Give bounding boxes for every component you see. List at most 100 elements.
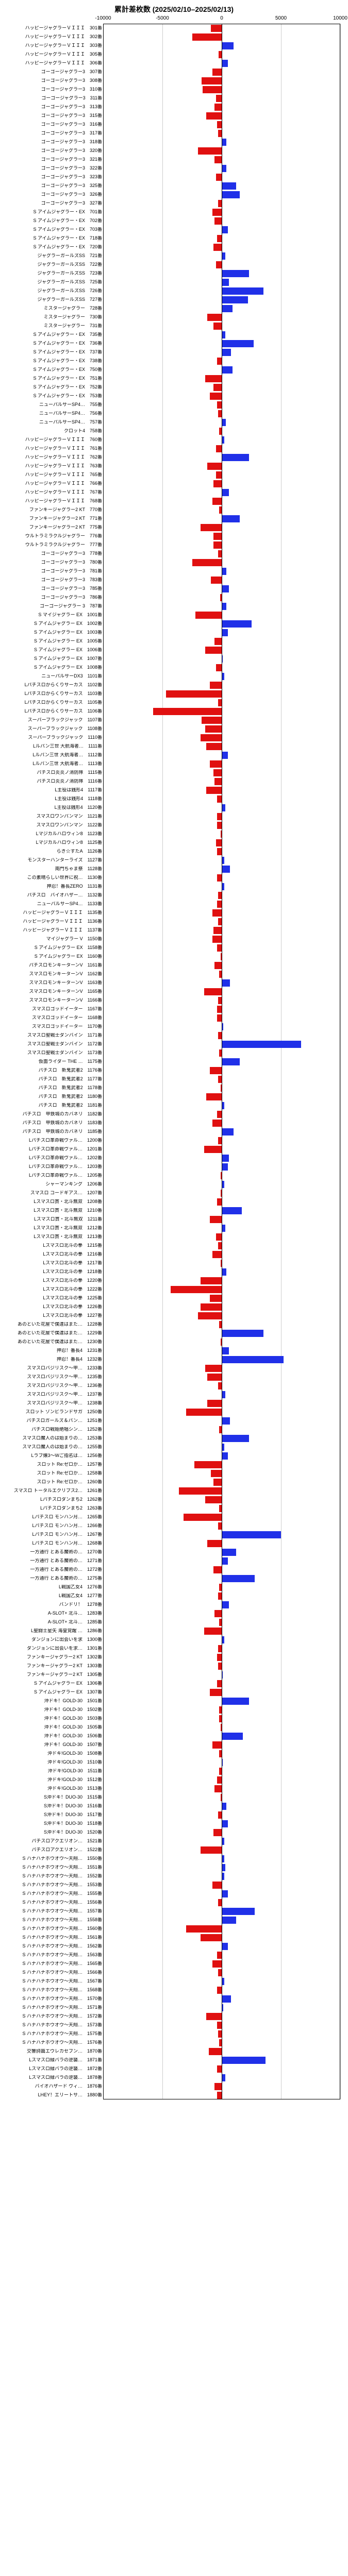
row-label: ゴーゴージャグラー3 316番 xyxy=(1,122,102,127)
row-label: ゴーゴージャグラー3 326番 xyxy=(1,192,102,197)
bar xyxy=(198,147,222,155)
row-label: 一方通行 とある魔術の… 1271番 xyxy=(1,1558,102,1563)
bar xyxy=(217,401,222,409)
bar xyxy=(222,1452,228,1460)
row-label: Lスマスロ北斗の拳 1225番 xyxy=(1,1296,102,1300)
bar xyxy=(213,1479,222,1486)
bar xyxy=(184,1514,222,1521)
row-label: 押忍！番長4 1231番 xyxy=(1,1348,102,1353)
bar xyxy=(217,795,222,803)
bar xyxy=(222,182,236,190)
bar xyxy=(222,226,228,233)
row-label: ハッピージャグラーＶＩＩＩ 1137番 xyxy=(1,928,102,933)
row-label: スマスロバジリスク～甲… 1237番 xyxy=(1,1392,102,1397)
row-label: S アイムジャグラー・EX 702番 xyxy=(1,218,102,223)
row-label: スマスロワンパンマン 1121番 xyxy=(1,814,102,819)
bar xyxy=(222,752,228,759)
bar xyxy=(216,445,222,452)
bar xyxy=(218,1522,222,1530)
row-label: スマスロモンキーターンV 1165番 xyxy=(1,989,102,994)
row-label: ハッピージャグラーＶＩＩＩ 760番 xyxy=(1,437,102,442)
bar xyxy=(222,454,249,461)
row-label: ハッピージャグラーＶＩＩＩ 768番 xyxy=(1,499,102,503)
row-label: スマスロバジリスク～甲… 1238番 xyxy=(1,1401,102,1405)
x-tick-label: -5000 xyxy=(156,15,169,21)
row-label: S ハナハナホウオウ～天翔… 1575番 xyxy=(1,2031,102,2036)
row-label: スマスロ聖戦士ダンバイン 1173番 xyxy=(1,1050,102,1055)
row-label: ハッピージャグラーＶＩＩＩ 306番 xyxy=(1,61,102,65)
bar xyxy=(222,340,254,347)
bar xyxy=(207,1400,222,1407)
row-label: S アイムジャグラー・EX 736番 xyxy=(1,341,102,346)
row-label: S沖ドキ！DUO-30 1518番 xyxy=(1,1821,102,1826)
row-label: Lルパン三世 大航海者… 1111番 xyxy=(1,744,102,749)
bar xyxy=(213,1829,222,1836)
bar xyxy=(213,323,222,330)
row-label: パチスロ炎炎ノ消防隊 1116番 xyxy=(1,779,102,784)
row-label: スマスロゴッドイーター 1170番 xyxy=(1,1024,102,1029)
row-label: ハッピージャグラーＶＩＩＩ 1136番 xyxy=(1,919,102,924)
row-label: ウルトラミラクルジャグラー 776番 xyxy=(1,534,102,538)
row-label: Lパチスロ モンハン月… 1265番 xyxy=(1,1515,102,1519)
bar xyxy=(202,77,222,84)
row-label: ハッピージャグラーＶＩＩＩ 762番 xyxy=(1,455,102,460)
plot-area: ハッピージャグラーＶＩＩＩ 301番ハッピージャグラーＶＩＩＩ 302番ハッピー… xyxy=(103,24,340,2099)
bar xyxy=(222,568,226,575)
x-axis-labels: -10000-50000500010000 xyxy=(103,15,340,24)
row-label: 沖ドキ!GOLD-30 1510番 xyxy=(1,1760,102,1765)
bar xyxy=(204,1146,222,1153)
row-label: 沖ドキ！GOLD-30 1505番 xyxy=(1,1725,102,1730)
bar xyxy=(222,1943,228,1950)
row-label: ニューパルサーSP4… 755番 xyxy=(1,402,102,407)
row-label: Lスマスロ貫・北斗無双 1210番 xyxy=(1,1208,102,1213)
bar xyxy=(201,1303,222,1311)
bar xyxy=(216,261,222,268)
row-label: ゴーゴージャグラー3 780番 xyxy=(1,560,102,565)
bar xyxy=(222,1995,231,2003)
row-label: S ハナハナホウオウ～天翔… 1550番 xyxy=(1,1856,102,1861)
bar xyxy=(222,296,248,303)
bar xyxy=(214,1785,222,1792)
bar xyxy=(217,944,222,952)
bar xyxy=(217,1006,222,1013)
row-label: Lマジカルハロウィン8 1123番 xyxy=(1,832,102,836)
bar xyxy=(222,866,230,873)
row-label: モンスターハンターライズ 1127番 xyxy=(1,858,102,862)
bar xyxy=(218,1076,222,1083)
bar xyxy=(222,603,226,610)
row-label: ゴーゴージャグラー3 318番 xyxy=(1,140,102,144)
row-label: スロット Re:ゼロか… 1258番 xyxy=(1,1471,102,1476)
row-label: スーパーブラックジャック 1107番 xyxy=(1,718,102,722)
bar xyxy=(218,1645,222,1652)
row-label: この素晴らしい世界に祝… 1130番 xyxy=(1,875,102,880)
bar xyxy=(212,1741,222,1749)
row-label: L戦国乙女4 1276番 xyxy=(1,1585,102,1589)
bar xyxy=(217,1987,222,1994)
row-label: L主役は銭形4 1118番 xyxy=(1,796,102,801)
row-label: 押忍！番長4 1232番 xyxy=(1,1357,102,1362)
bar xyxy=(212,1960,222,1968)
bar xyxy=(214,1610,222,1617)
bar xyxy=(207,314,222,321)
bar xyxy=(222,1601,229,1608)
bar xyxy=(218,1663,222,1670)
row-label: S アイムジャグラー EX 1160番 xyxy=(1,954,102,959)
row-label: ウルトラミラクルジャグラー 777番 xyxy=(1,543,102,547)
bar xyxy=(222,1803,226,1810)
row-label: スマスロゴッドイーター 1167番 xyxy=(1,1007,102,1011)
row-label: パチスロ 甲鉄城のカバネリ 1183番 xyxy=(1,1121,102,1125)
bar xyxy=(153,708,222,715)
row-label: Lルパン三世 大航海者… 1112番 xyxy=(1,753,102,757)
row-label: S アイムジャグラー・EX 703番 xyxy=(1,227,102,232)
row-label: ジャグラーガールズSS 726番 xyxy=(1,289,102,293)
bar xyxy=(217,121,222,128)
bar xyxy=(222,419,226,426)
bar xyxy=(207,463,222,470)
row-label: パチスロ 甲鉄城のカバネリ 1185番 xyxy=(1,1129,102,1134)
row-label: Lスマスロ貫・北斗無双 1213番 xyxy=(1,1234,102,1239)
bar xyxy=(222,1908,255,1915)
bar xyxy=(171,1286,222,1293)
bar xyxy=(222,1698,249,1705)
row-label: Lスマスロ北斗の拳 1226番 xyxy=(1,1304,102,1309)
row-label: Lスマスロ北斗の拳 1227番 xyxy=(1,1313,102,1318)
